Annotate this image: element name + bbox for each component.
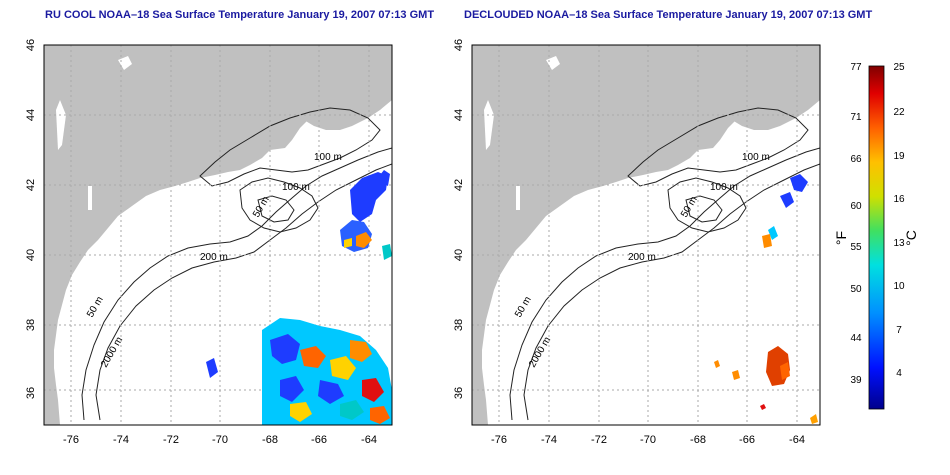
contour-label: 200 m bbox=[200, 252, 228, 263]
x-tick-label: -70 bbox=[212, 434, 228, 446]
y-tick-label: 42 bbox=[453, 179, 465, 191]
lake bbox=[118, 56, 132, 70]
y-tick-label: 40 bbox=[453, 249, 465, 261]
isobath-contour bbox=[239, 177, 319, 233]
fahrenheit-tick-label: 44 bbox=[850, 333, 862, 344]
x-tick-label: -74 bbox=[541, 434, 557, 446]
isobath-contour bbox=[199, 107, 381, 187]
y-tick-label: 44 bbox=[25, 109, 37, 121]
x-tick-label: -66 bbox=[739, 434, 755, 446]
x-tick-label: -76 bbox=[63, 434, 79, 446]
lake bbox=[56, 100, 66, 150]
nova-scotia-land bbox=[728, 62, 820, 130]
x-tick-label: -74 bbox=[113, 434, 129, 446]
fahrenheit-tick-label: 66 bbox=[850, 154, 862, 165]
x-axis: -76 -74 -72 -70 -68 -66 -64 bbox=[491, 434, 805, 446]
celsius-unit-label: °C bbox=[903, 230, 919, 246]
isobath-contour bbox=[95, 163, 392, 421]
isobath-contour bbox=[509, 147, 820, 421]
lake bbox=[88, 186, 92, 210]
celsius-tick-label: 22 bbox=[893, 107, 905, 118]
y-tick-label: 36 bbox=[25, 387, 37, 399]
y-tick-label: 40 bbox=[25, 249, 37, 261]
y-tick-label: 36 bbox=[453, 387, 465, 399]
fahrenheit-ticks: 77 71 66 60 55 50 44 39 bbox=[850, 62, 862, 386]
celsius-tick-label: 19 bbox=[893, 151, 905, 162]
isobath-contour bbox=[81, 147, 392, 421]
temperature-colorbar: 77 71 66 60 55 50 44 39 25 22 19 16 13 1… bbox=[833, 62, 919, 410]
contour-label: 100 m bbox=[314, 152, 342, 163]
map-frame bbox=[471, 44, 821, 426]
x-tick-label: -76 bbox=[491, 434, 507, 446]
y-tick-label: 44 bbox=[453, 109, 465, 121]
fahrenheit-tick-label: 60 bbox=[850, 201, 862, 212]
fahrenheit-tick-label: 50 bbox=[850, 284, 862, 295]
lake bbox=[484, 100, 494, 150]
fahrenheit-tick-label: 71 bbox=[850, 112, 862, 123]
contour-label: 100 m bbox=[282, 182, 310, 193]
fahrenheit-tick-label: 39 bbox=[850, 375, 862, 386]
left-sst-map: 100 m 100 m 50 m 200 m 50 m 2000 m -76 -… bbox=[25, 39, 393, 446]
isobath-contour bbox=[523, 163, 820, 421]
celsius-tick-label: 10 bbox=[893, 281, 905, 292]
y-tick-label: 42 bbox=[25, 179, 37, 191]
fahrenheit-tick-label: 55 bbox=[850, 242, 862, 253]
sst-patches bbox=[714, 174, 818, 424]
isobath-contour bbox=[685, 195, 723, 223]
right-panel-title: DECLOUDED NOAA–18 Sea Surface Temperatur… bbox=[464, 9, 873, 21]
colorbar-gradient bbox=[868, 65, 885, 410]
isobath-contour bbox=[257, 195, 295, 223]
y-tick-label: 38 bbox=[25, 319, 37, 331]
celsius-tick-label: 25 bbox=[893, 62, 905, 73]
sst-patches bbox=[206, 170, 392, 425]
x-tick-label: -68 bbox=[690, 434, 706, 446]
left-panel-title: RU COOL NOAA–18 Sea Surface Temperature … bbox=[45, 9, 435, 21]
celsius-ticks: 25 22 19 16 13 10 7 4 bbox=[893, 62, 905, 379]
x-tick-label: -64 bbox=[361, 434, 377, 446]
lake bbox=[546, 56, 560, 70]
celsius-tick-label: 4 bbox=[896, 368, 902, 379]
y-tick-label: 38 bbox=[453, 319, 465, 331]
celsius-tick-label: 16 bbox=[893, 194, 905, 205]
x-tick-label: -66 bbox=[311, 434, 327, 446]
x-tick-label: -72 bbox=[163, 434, 179, 446]
x-tick-label: -64 bbox=[789, 434, 805, 446]
land-mass bbox=[44, 45, 392, 425]
isobath-contour bbox=[667, 177, 747, 233]
nova-scotia-land bbox=[300, 62, 392, 130]
map-frame bbox=[43, 44, 393, 426]
land-mass bbox=[472, 45, 820, 425]
x-tick-label: -70 bbox=[640, 434, 656, 446]
y-axis: 46 44 42 40 38 36 bbox=[25, 39, 37, 399]
contour-label: 100 m bbox=[710, 182, 738, 193]
contour-label: 200 m bbox=[628, 252, 656, 263]
y-tick-label: 46 bbox=[453, 39, 465, 51]
y-tick-label: 46 bbox=[25, 39, 37, 51]
fahrenheit-unit-label: °F bbox=[833, 231, 849, 245]
y-axis: 46 44 42 40 38 36 bbox=[453, 39, 465, 399]
celsius-tick-label: 7 bbox=[896, 325, 902, 336]
x-tick-label: -72 bbox=[591, 434, 607, 446]
x-tick-label: -68 bbox=[262, 434, 278, 446]
x-axis: -76 -74 -72 -70 -68 -66 -64 bbox=[63, 434, 377, 446]
celsius-tick-label: 13 bbox=[893, 238, 905, 249]
isobath-contour bbox=[627, 107, 809, 187]
lake bbox=[516, 186, 520, 210]
right-sst-map: 100 m 100 m 50 m 200 m 50 m 2000 m -76 -… bbox=[453, 39, 821, 446]
contour-label: 100 m bbox=[742, 152, 770, 163]
fahrenheit-tick-label: 77 bbox=[850, 62, 862, 73]
